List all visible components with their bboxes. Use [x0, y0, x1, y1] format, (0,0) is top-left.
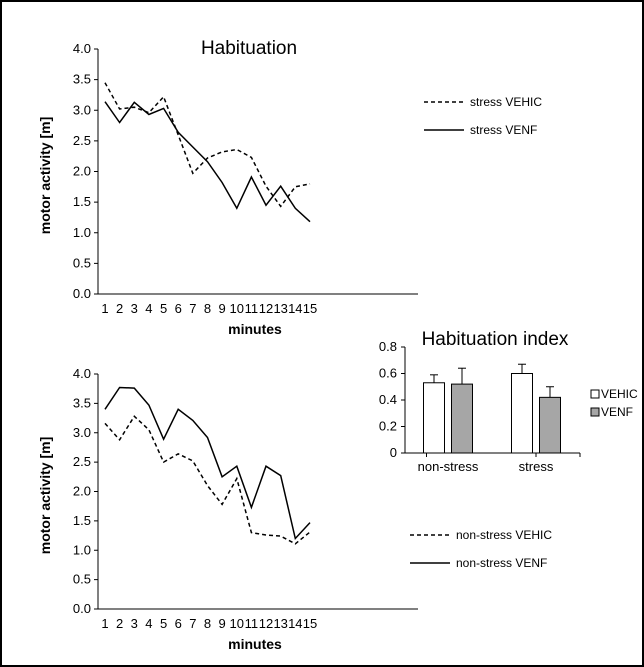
chart1-y-axis-label: motor activity [m]	[37, 437, 53, 554]
chart0-legend-label-0: stress VEHIC	[470, 95, 542, 109]
chart0-y-tick-label: 3.5	[73, 72, 91, 87]
chart2-bar-vehic-1	[511, 373, 533, 454]
chart0-x-tick-label: 9	[219, 301, 226, 316]
chart1-x-tick-label: 3	[131, 616, 138, 631]
chart0-x-tick-label: 6	[175, 301, 182, 316]
chart0-x-tick-label: 1	[101, 301, 108, 316]
chart1-x-tick-label: 15	[303, 616, 317, 631]
chart1-legend-label-1: non-stress VENF	[456, 556, 547, 570]
chart1-x-tick-label: 6	[175, 616, 182, 631]
chart1-x-tick-label: 5	[160, 616, 167, 631]
chart0-x-tick-label: 10	[230, 301, 244, 316]
chart0-y-tick-label: 0.0	[73, 286, 91, 301]
chart1-x-tick-label: 13	[273, 616, 287, 631]
chart1-y-tick-label: 3.5	[73, 395, 91, 410]
chart1-x-tick-label: 1	[101, 616, 108, 631]
chart2-legend-swatch-0	[590, 389, 600, 399]
chart0-title: Habituation	[201, 38, 297, 59]
chart1-y-tick-label: 1.0	[73, 542, 91, 557]
chart0-x-tick-label: 13	[273, 301, 287, 316]
chart1-x-tick-label: 8	[204, 616, 211, 631]
chart2-x-tick-label: non-stress	[418, 459, 479, 474]
chart1-x-tick-label: 4	[145, 616, 152, 631]
chart0-x-tick-label: 14	[288, 301, 302, 316]
chart2-bar-vehic-0	[423, 382, 445, 454]
chart2-y-tick-label: 0.8	[379, 339, 397, 354]
chart2-bar-venf-0	[451, 383, 473, 454]
chart0-series-line-1	[104, 101, 311, 223]
chart0-y-axis-label: motor activity [m]	[37, 117, 53, 234]
chart0-x-tick-label: 5	[160, 301, 167, 316]
chart0-x-tick-label: 7	[189, 301, 196, 316]
chart1-series-line-0	[104, 415, 311, 545]
chart1-x-tick-label: 11	[245, 616, 259, 631]
chart0-x-tick-label: 3	[131, 301, 138, 316]
chart0-y-tick-label: 3.0	[73, 102, 91, 117]
chart0-x-tick-label: 8	[204, 301, 211, 316]
chart0-x-tick-label: 12	[259, 301, 273, 316]
chart1-x-tick-label: 2	[116, 616, 123, 631]
chart2-y-tick-label: 0.4	[379, 392, 397, 407]
chart1-y-tick-label: 0.5	[73, 572, 91, 587]
chart0-y-tick-label: 2.5	[73, 133, 91, 148]
chart2-y-tick-label: 0.6	[379, 366, 397, 381]
chart0-y-tick-label: 1.5	[73, 194, 91, 209]
chart2-y-tick-label: 0	[390, 445, 397, 460]
chart2-legend-label-1: VENF	[601, 405, 633, 419]
chart0-legend-label-1: stress VENF	[470, 123, 537, 137]
chart1-x-tick-label: 12	[259, 616, 273, 631]
chart1-x-tick-label: 9	[219, 616, 226, 631]
chart1-x-tick-label: 7	[189, 616, 196, 631]
chart0-x-tick-label: 2	[116, 301, 123, 316]
chart0-y-tick-label: 1.0	[73, 225, 91, 240]
chart1-y-tick-label: 4.0	[73, 366, 91, 381]
chart2-bar-venf-1	[539, 396, 561, 454]
chart1-series-line-1	[104, 386, 311, 541]
chart2-title: Habituation index	[422, 329, 569, 350]
chart2-legend-label-0: VEHIC	[601, 387, 638, 401]
chart1-y-tick-label: 2.5	[73, 454, 91, 469]
chart0-x-axis-label: minutes	[228, 321, 282, 337]
chart2-y-tick-label: 0.2	[379, 419, 397, 434]
chart1-y-tick-label: 0.0	[73, 601, 91, 616]
chart2-legend-swatch-1	[590, 407, 600, 417]
chart0-x-tick-label: 11	[245, 301, 259, 316]
chart1-x-tick-label: 14	[288, 616, 302, 631]
chart1-x-tick-label: 10	[230, 616, 244, 631]
chart0-y-tick-label: 4.0	[73, 41, 91, 56]
chart1-legend-label-0: non-stress VEHIC	[456, 528, 552, 542]
chart0-x-tick-label: 15	[303, 301, 317, 316]
chart1-y-tick-label: 3.0	[73, 425, 91, 440]
chart0-series-line-0	[104, 82, 311, 208]
chart0-y-tick-label: 0.5	[73, 255, 91, 270]
chart2-x-tick-label: stress	[519, 459, 554, 474]
chart1-x-axis-label: minutes	[228, 636, 282, 652]
chart0-x-tick-label: 4	[145, 301, 152, 316]
chart1-y-tick-label: 1.5	[73, 513, 91, 528]
chart0-y-tick-label: 2.0	[73, 164, 91, 179]
chart1-y-tick-label: 2.0	[73, 484, 91, 499]
